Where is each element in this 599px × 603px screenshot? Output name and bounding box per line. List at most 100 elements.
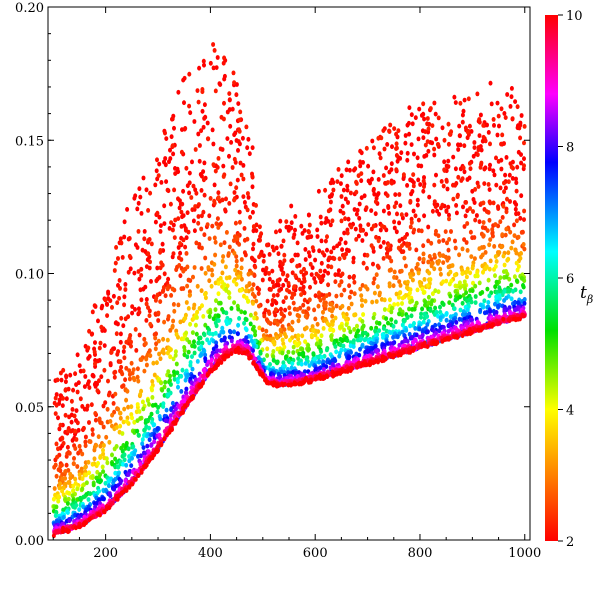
scatter-point: [450, 263, 455, 268]
scatter-point: [251, 246, 255, 252]
scatter-point: [160, 387, 165, 393]
scatter-point: [61, 514, 66, 520]
scatter-point: [123, 282, 128, 287]
scatter-point: [488, 258, 493, 264]
scatter-point: [339, 292, 344, 298]
scatter-point: [297, 277, 302, 283]
scatter-point: [86, 345, 91, 351]
scatter-point: [214, 343, 219, 349]
scatter-point: [177, 263, 182, 268]
scatter-point: [251, 241, 256, 247]
scatter-point: [73, 525, 78, 531]
scatter-point: [248, 312, 253, 318]
scatter-point: [496, 303, 501, 309]
scatter-point: [408, 323, 413, 329]
scatter-point: [314, 366, 318, 372]
scatter-point: [157, 351, 162, 357]
scatter-point: [389, 309, 394, 315]
scatter-point: [272, 341, 277, 347]
scatter-point: [187, 71, 192, 77]
scatter-point: [215, 165, 220, 170]
scatter-point: [89, 331, 94, 337]
scatter-point: [253, 311, 258, 317]
scatter-point: [404, 328, 409, 333]
scatter-point: [486, 277, 491, 283]
scatter-point: [106, 378, 110, 384]
scatter-point: [198, 335, 203, 341]
scatter-point: [129, 343, 133, 349]
scatter-point: [415, 155, 420, 161]
scatter-point: [146, 238, 151, 243]
scatter-point: [449, 229, 453, 234]
scatter-point: [209, 357, 214, 363]
scatter-point: [393, 319, 398, 325]
scatter-point: [179, 389, 184, 394]
scatter-point: [78, 396, 83, 402]
scatter-point: [270, 302, 275, 307]
scatter-point: [374, 234, 379, 240]
scatter-point: [213, 239, 218, 245]
scatter-point: [267, 252, 272, 257]
scatter-point: [317, 290, 321, 296]
scatter-point: [445, 240, 449, 246]
scatter-point: [452, 94, 457, 100]
scatter-point: [201, 373, 205, 379]
scatter-point: [359, 297, 364, 303]
scatter-point: [303, 361, 308, 366]
scatter-point: [419, 314, 423, 320]
scatter-point: [477, 280, 482, 286]
scatter-point: [352, 327, 357, 332]
scatter-point: [166, 276, 171, 282]
scatter-point: [391, 335, 396, 340]
scatter-point: [144, 318, 149, 323]
scatter-point: [348, 329, 353, 335]
scatter-point: [159, 180, 164, 185]
scatter-point: [202, 116, 207, 121]
scatter-point: [421, 290, 426, 295]
scatter-point: [58, 481, 63, 487]
scatter-point: [340, 203, 345, 209]
scatter-point: [498, 275, 503, 281]
scatter-point: [214, 65, 219, 70]
scatter-point: [101, 447, 105, 453]
scatter-point: [464, 200, 469, 205]
scatter-point: [197, 65, 202, 71]
scatter-point: [221, 116, 226, 122]
scatter-point: [127, 236, 132, 241]
scatter-point: [300, 231, 305, 236]
scatter-point: [337, 282, 342, 288]
scatter-point: [394, 131, 399, 137]
scatter-point: [186, 277, 191, 283]
scatter-point: [467, 161, 472, 166]
scatter-point: [178, 273, 183, 279]
scatter-point: [378, 244, 383, 250]
scatter-point: [183, 125, 188, 131]
scatter-point: [413, 213, 418, 219]
scatter-point: [101, 469, 106, 474]
scatter-point: [324, 347, 329, 353]
scatter-point: [171, 318, 176, 324]
scatter-point: [280, 317, 285, 322]
scatter-point: [325, 234, 329, 240]
scatter-point: [387, 268, 392, 273]
scatter-point: [126, 446, 131, 452]
scatter-point: [211, 162, 216, 168]
scatter-point: [442, 337, 447, 342]
scatter-point: [214, 298, 218, 304]
scatter-point: [263, 307, 268, 313]
scatter-point: [96, 434, 101, 440]
scatter-point: [394, 200, 399, 206]
scatter-point: [126, 472, 131, 477]
scatter-point: [224, 275, 229, 281]
scatter-point: [163, 379, 168, 385]
scatter-point: [403, 263, 408, 269]
scatter-point: [400, 295, 405, 301]
scatter-point: [510, 239, 515, 245]
scatter-point: [119, 240, 124, 246]
scatter-point: [519, 152, 523, 158]
scatter-point: [365, 252, 370, 258]
scatter-point: [153, 182, 158, 188]
scatter-point: [202, 332, 207, 338]
scatter-point: [267, 276, 272, 282]
scatter-point: [427, 270, 432, 276]
